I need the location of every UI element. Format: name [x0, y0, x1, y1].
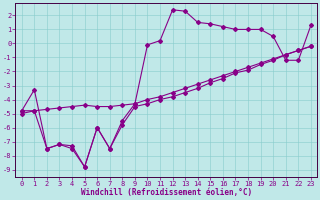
X-axis label: Windchill (Refroidissement éolien,°C): Windchill (Refroidissement éolien,°C)	[81, 188, 252, 197]
